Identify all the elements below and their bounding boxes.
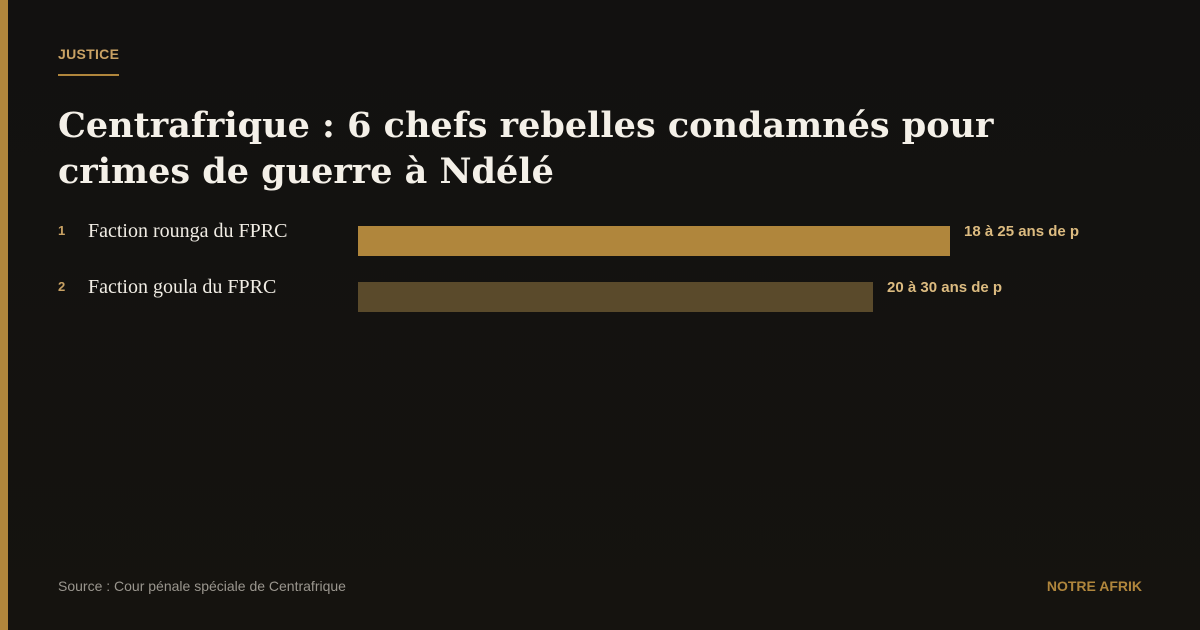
bar xyxy=(358,282,874,312)
bar xyxy=(358,226,950,256)
accent-strip xyxy=(0,0,8,630)
source: Source : Cour pénale spéciale de Centraf… xyxy=(58,578,346,594)
brand: NOTRE AFRIK xyxy=(1046,578,1142,594)
rank: 2 xyxy=(58,279,66,294)
category-label: Faction goula du FPRC xyxy=(88,276,277,298)
bar-label: 20 à 30 ans de p xyxy=(887,279,1003,296)
chart-title: Centrafrique : 6 chefs rebelles condamné… xyxy=(58,105,994,192)
bar-label: 18 à 25 ans de p xyxy=(964,223,1080,240)
section-label: JUSTICE xyxy=(58,46,120,76)
category-label: Faction rounga du FPRC xyxy=(88,220,288,242)
rank: 1 xyxy=(58,223,66,238)
